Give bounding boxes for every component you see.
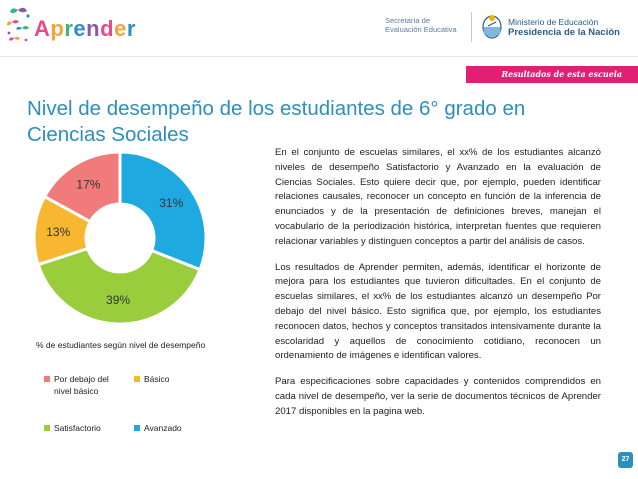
- chart-caption: % de estudiantes según nivel de desempeñ…: [36, 340, 206, 350]
- legend-swatch: [134, 425, 140, 431]
- paragraph-2: Los resultados de Aprender permiten, ade…: [275, 261, 601, 362]
- slice-value-label: 13%: [46, 225, 70, 239]
- header-divider: [0, 56, 638, 57]
- paragraph-3: Para especificaciones sobre capacidades …: [275, 376, 601, 417]
- ministerio-block: Ministerio de Educación Presidencia de l…: [508, 17, 620, 38]
- logo-letter: r: [64, 16, 74, 41]
- logo-letter: e: [73, 16, 87, 41]
- legend-label: Satisfactorio: [54, 423, 101, 433]
- butterflies-icon: [7, 7, 30, 42]
- secretaria-line1: Secretaría de: [385, 16, 431, 25]
- section-tab-label: Resultados de esta escuela: [501, 69, 622, 79]
- secretaria-line2: Evaluación Educativa: [385, 25, 457, 34]
- logo-letter: n: [86, 16, 101, 41]
- legend-swatch: [134, 376, 140, 382]
- logo-letter: e: [114, 16, 127, 41]
- slice-satisfactorio: [36, 246, 202, 324]
- legend-swatch: [44, 425, 50, 431]
- slice-value-label: 39%: [106, 293, 130, 307]
- logo-letter: d: [100, 16, 115, 41]
- slice-value-label: 31%: [159, 196, 183, 210]
- page-title: Nivel de desempeño de los estudiantes de…: [27, 97, 526, 146]
- aprender-logo: [6, 6, 126, 52]
- legend-label: Básico: [144, 374, 170, 384]
- header-separator: [471, 12, 472, 42]
- performance-donut-chart: 31% 39% 13% 17%: [32, 150, 208, 324]
- ministerio-line2: Presidencia de la Nación: [508, 27, 620, 38]
- logo-letter: p: [50, 16, 65, 41]
- description-text: En el conjunto de escuelas similares, el…: [275, 146, 601, 431]
- legend-swatch: [44, 376, 50, 382]
- paragraph-1: En el conjunto de escuelas similares, el…: [275, 147, 601, 247]
- legend-label: Avanzado: [144, 423, 182, 433]
- ministerio-line1: Ministerio de Educación: [508, 17, 599, 27]
- slice-value-label: 17%: [76, 178, 100, 192]
- legend-label: Por debajo del nivel básico: [54, 374, 109, 396]
- national-seal-icon: [482, 15, 502, 39]
- page-number: 27: [618, 452, 633, 468]
- slice-por-debajo-del-nivel-b-sico: [42, 150, 122, 224]
- logo-letter: A: [34, 16, 51, 41]
- section-tab: Resultados de esta escuela: [466, 66, 638, 83]
- logo-wordmark: Aprender: [34, 16, 136, 42]
- slice-avanzado: [118, 150, 208, 272]
- secretaria-block: Secretaría de Evaluación Educativa: [385, 16, 485, 34]
- logo-letter: r: [126, 16, 136, 41]
